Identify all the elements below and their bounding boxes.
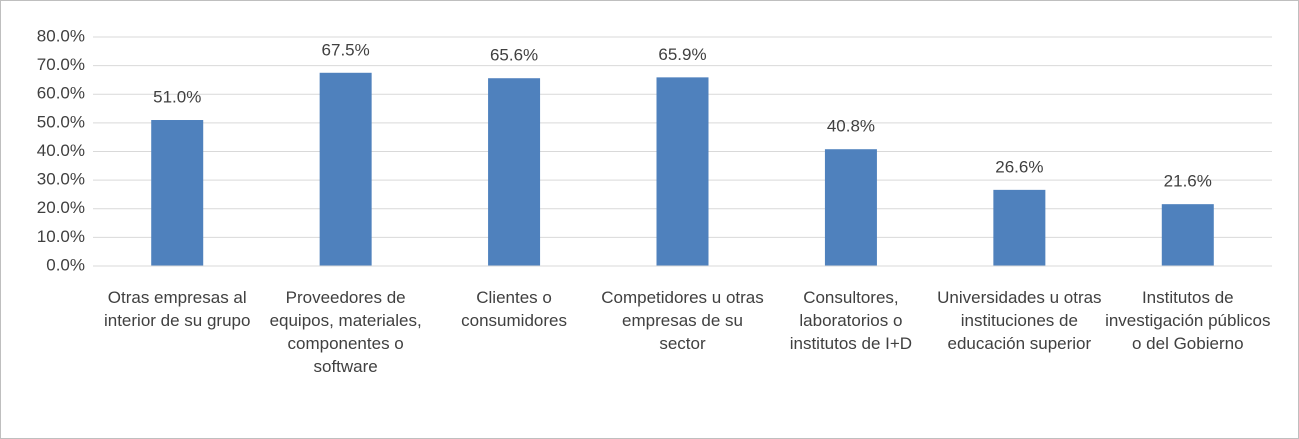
y-tick-label: 0.0% bbox=[46, 255, 85, 274]
y-tick-label: 40.0% bbox=[37, 141, 85, 160]
y-tick-label: 70.0% bbox=[37, 55, 85, 74]
y-tick-label: 50.0% bbox=[37, 112, 85, 131]
x-tick-label: Consultores, laboratorios o institutos d… bbox=[789, 288, 913, 353]
x-tick-label: Competidores u otras empresas de su sect… bbox=[601, 288, 764, 353]
x-tick-label: Clientes o consumidores bbox=[461, 288, 567, 330]
data-label: 65.6% bbox=[490, 46, 538, 65]
x-tick-label: Institutos de investigación públicos o d… bbox=[1105, 288, 1271, 353]
bar bbox=[824, 149, 877, 266]
y-tick-label: 80.0% bbox=[37, 26, 85, 45]
data-label: 40.8% bbox=[827, 117, 875, 136]
bar bbox=[656, 77, 709, 266]
data-label: 51.0% bbox=[153, 87, 201, 106]
data-label: 21.6% bbox=[1164, 172, 1212, 191]
data-label: 26.6% bbox=[995, 157, 1043, 176]
bar bbox=[151, 120, 204, 266]
x-tick-label: Otras empresas al interior de su grupo bbox=[103, 288, 251, 330]
bar bbox=[1161, 204, 1214, 266]
y-tick-label: 30.0% bbox=[37, 170, 85, 189]
data-label: 65.9% bbox=[658, 45, 706, 64]
bar bbox=[993, 189, 1046, 266]
bar bbox=[488, 78, 541, 266]
y-tick-label: 20.0% bbox=[37, 198, 85, 217]
y-tick-label: 10.0% bbox=[37, 227, 85, 246]
y-tick-label: 60.0% bbox=[37, 84, 85, 103]
bar bbox=[319, 72, 372, 266]
data-label: 67.5% bbox=[322, 40, 370, 59]
x-tick-label: Proveedores de equipos, materiales, comp… bbox=[269, 288, 422, 376]
x-tick-label: Universidades u otras instituciones de e… bbox=[937, 288, 1102, 353]
